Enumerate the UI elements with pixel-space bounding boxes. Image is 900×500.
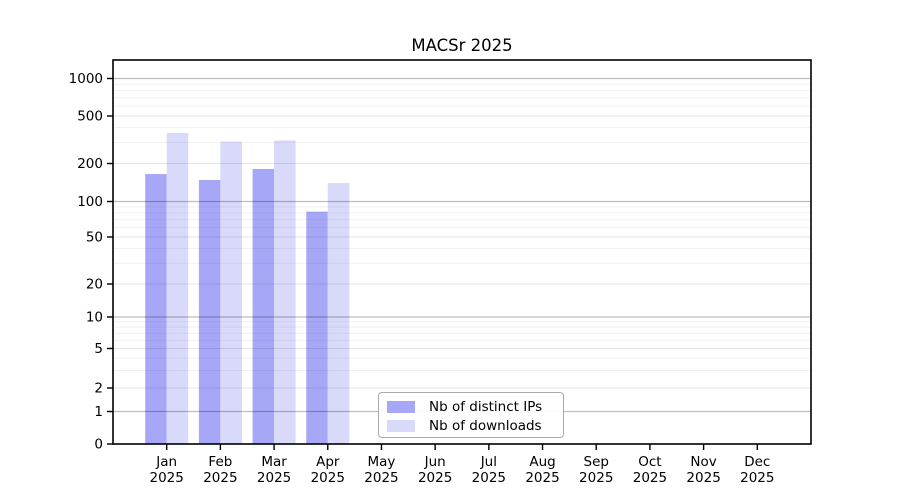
x-tick-label-month: Dec [744,454,770,470]
x-tick-label-year: 2025 [311,470,345,486]
legend-label-distinct-ips: Nb of distinct IPs [429,398,543,415]
x-tick-label-year: 2025 [686,470,720,486]
bar-nb-of-downloads-jan [166,133,189,444]
x-tick-label-year: 2025 [579,470,613,486]
bar-nb-of-distinct-ips-jan [145,174,167,444]
axes-spines [112,59,812,445]
legend-swatch-distinct-ips [387,400,415,413]
y-tick-label: 10 [86,310,103,326]
bar-nb-of-distinct-ips-apr [306,211,328,444]
y-tick-label: 100 [77,194,103,210]
x-tick-label-year: 2025 [418,470,452,486]
x-tick-label-month: Jun [424,454,446,470]
x-tick-label-year: 2025 [525,470,559,486]
x-tick-label-year: 2025 [364,470,398,486]
legend-row-downloads: Nb of downloads [387,416,563,435]
bar-nb-of-downloads-feb [220,141,242,445]
x-tick-label-month: Sep [584,454,609,470]
y-tick-label: 5 [94,341,103,357]
y-tick-label: 1 [94,404,103,420]
chart-title: MACSr 2025 [411,36,513,55]
x-tick-label-year: 2025 [150,470,184,486]
x-tick-label-year: 2025 [257,470,291,486]
x-tick-label-month: Oct [638,454,661,470]
x-tick-label-year: 2025 [472,470,506,486]
bar-nb-of-distinct-ips-mar [252,168,275,444]
bar-nb-of-distinct-ips-feb [198,180,221,444]
y-tick-label: 500 [77,109,103,125]
x-tick-label-month: Jul [480,454,497,470]
y-tick-label: 50 [86,230,103,246]
y-tick-label: 20 [86,277,103,293]
x-tick-label-year: 2025 [740,470,774,486]
y-tick-label: 0 [94,437,103,453]
x-tick-label-month: Feb [208,454,232,470]
x-tick-label-month: May [368,454,396,470]
legend: Nb of distinct IPs Nb of downloads [378,392,564,438]
legend-swatch-downloads [387,419,415,432]
y-tick-label: 1000 [69,71,103,87]
bar-nb-of-downloads-apr [327,183,350,445]
x-tick-label-year: 2025 [633,470,667,486]
x-tick-label-month: Mar [261,454,287,470]
x-tick-label-month: Aug [529,454,555,470]
x-tick-label-year: 2025 [203,470,237,486]
y-tick-label: 200 [77,156,103,172]
legend-label-downloads: Nb of downloads [429,417,542,434]
y-tick-label: 2 [94,381,103,397]
x-tick-label-month: Jan [155,454,177,470]
x-tick-label-month: Apr [316,454,340,470]
bar-nb-of-downloads-mar [274,140,296,444]
legend-row-distinct-ips: Nb of distinct IPs [387,397,563,416]
x-tick-label-month: Nov [690,454,716,470]
